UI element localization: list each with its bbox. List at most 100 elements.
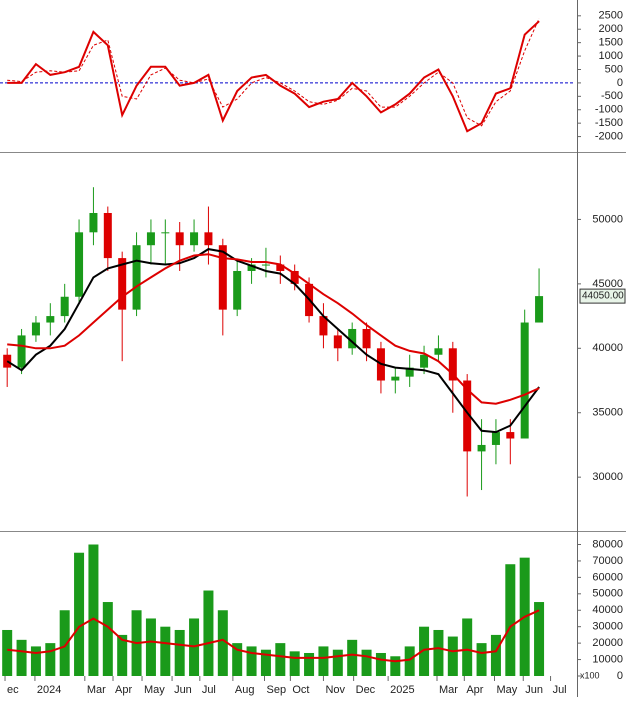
x-tick-label: ec [7, 684, 19, 696]
volume-bar [217, 610, 228, 676]
candle-body [520, 322, 529, 439]
y-tick-label: 1000 [599, 50, 623, 62]
y-tick-label: 35000 [592, 407, 623, 419]
x-tick-label: May [497, 684, 518, 696]
unit-label: x100 [580, 670, 600, 680]
volume-bar [347, 639, 358, 676]
x-tick-label: 2025 [390, 684, 414, 696]
last-price-box [579, 288, 626, 304]
volume-bar [232, 643, 243, 676]
volume-bar [102, 602, 113, 676]
x-tick-label: May [144, 684, 165, 696]
series-line [7, 18, 540, 127]
candle-body [463, 380, 472, 452]
volume-bar [304, 652, 315, 676]
volume-bar [275, 643, 286, 676]
volume-bar [203, 590, 214, 676]
x-tick-label: Oct [292, 684, 309, 696]
volume-bar [174, 629, 185, 676]
volume-bar [433, 629, 444, 676]
candle-body [535, 296, 544, 323]
y-tick-label: 1500 [599, 37, 623, 49]
candle-body [290, 270, 299, 284]
x-tick-label: Dec [356, 684, 376, 696]
x-tick-label: Nov [325, 684, 345, 696]
candle-body [204, 232, 213, 246]
volume-bar [419, 626, 430, 676]
volume-bar [2, 629, 13, 676]
x-tick-label: Mar [439, 684, 458, 696]
series-line [7, 253, 540, 405]
volume-bar [361, 649, 372, 676]
candle-body [190, 232, 199, 246]
candle-body [448, 348, 457, 381]
candle-body [420, 354, 429, 368]
x-tick-label: 2024 [37, 684, 61, 696]
series-line [6, 248, 540, 434]
volume-bar [260, 649, 271, 676]
volume-bar [490, 634, 501, 676]
candle-body [118, 258, 127, 310]
y-tick-label: 2500 [599, 10, 623, 22]
volume-bar [160, 626, 171, 676]
candle-body [3, 354, 12, 368]
candle-body [405, 367, 414, 377]
y-tick-label: 80000 [592, 538, 623, 550]
volume-bar [45, 643, 56, 676]
y-tick-label: 2000 [599, 23, 623, 35]
candle-body [89, 212, 98, 233]
y-tick-label: 30000 [592, 621, 623, 633]
x-tick-label: Jun [525, 684, 543, 696]
volume-bar [74, 552, 85, 676]
y-tick-label: 45000 [592, 278, 623, 290]
x-tick-label: Mar [87, 684, 106, 696]
y-tick-label: -1000 [595, 104, 623, 116]
candle-body [161, 232, 170, 234]
candle-body [247, 264, 256, 271]
x-tick-label: Sep [267, 684, 287, 696]
candle-body [276, 264, 285, 271]
last-price-label: 44050.00 [582, 291, 624, 302]
candle-body [46, 316, 55, 323]
y-tick-label: 60000 [592, 571, 623, 583]
candle-body [103, 212, 112, 259]
volume-bar [476, 643, 487, 676]
candle-body [261, 264, 270, 266]
candle-body [434, 348, 443, 355]
candle-body [60, 296, 69, 317]
candle-body [491, 432, 500, 445]
x-tick-label: Aug [235, 684, 255, 696]
volume-bar [505, 564, 516, 676]
volume-bar [59, 610, 70, 676]
volume-bar [534, 602, 545, 676]
series-line [7, 609, 540, 663]
y-tick-label: 40000 [592, 342, 623, 354]
y-tick-label: 30000 [592, 471, 623, 483]
volume-bar [447, 636, 458, 676]
candle-body [218, 245, 227, 310]
x-tick-label: Jul [202, 684, 216, 696]
y-tick-label: 0 [617, 670, 623, 682]
x-tick-label: Jul [553, 684, 567, 696]
y-tick-label: 40000 [592, 604, 623, 616]
volume-bar [88, 544, 99, 676]
y-tick-label: -2000 [595, 130, 623, 142]
volume-bar [16, 639, 27, 676]
volume-bar [332, 649, 343, 676]
candle-body [175, 232, 184, 246]
y-tick-label: 50000 [592, 588, 623, 600]
volume-bar [375, 652, 386, 676]
volume-bar [246, 646, 257, 676]
candle-body [391, 376, 400, 381]
candle-body [233, 270, 242, 310]
volume-bar [318, 646, 329, 676]
x-tick-label: Apr [466, 684, 483, 696]
volume-bar [462, 618, 473, 676]
candle-body [319, 316, 328, 336]
x-tick-label: Apr [115, 684, 132, 696]
candle-body [362, 328, 371, 349]
y-tick-label: -1500 [595, 117, 623, 129]
volume-bar [145, 618, 156, 676]
candle-body [17, 335, 26, 368]
